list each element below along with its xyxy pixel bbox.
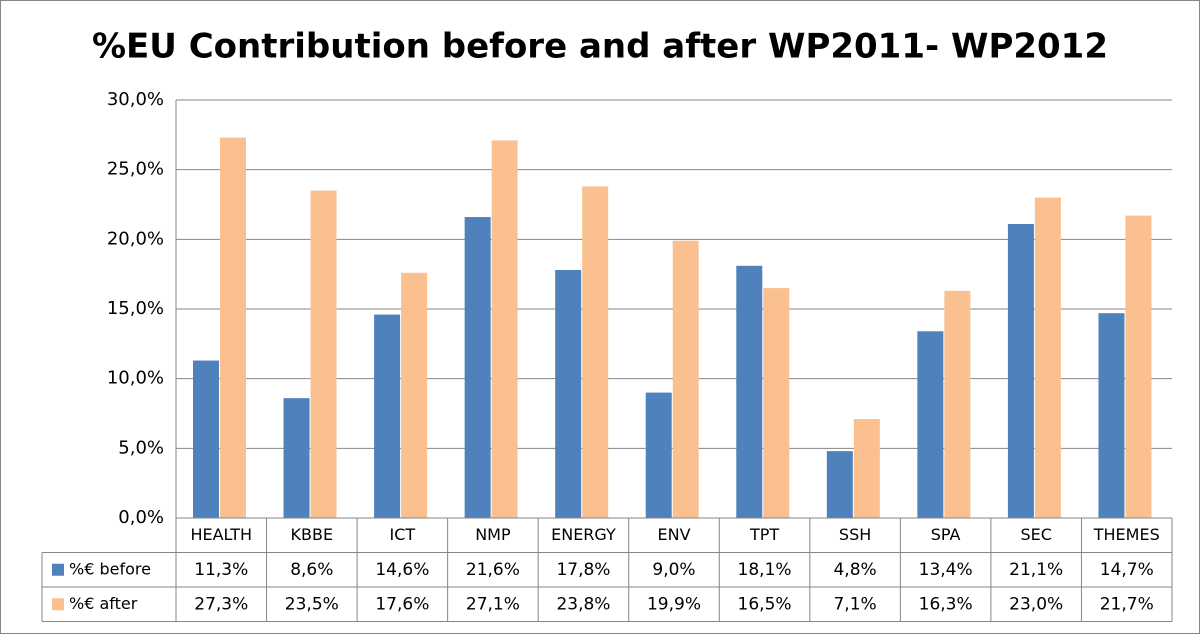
bar [555, 269, 582, 518]
table-value: 23,8% [556, 594, 610, 614]
x-tick-label: SEC [1020, 525, 1051, 544]
table-value: 23,0% [1009, 594, 1063, 614]
table-value: 19,9% [647, 594, 701, 614]
x-tick-label: KBBE [291, 525, 334, 544]
bar [853, 419, 880, 518]
bar [1007, 224, 1034, 519]
chart-title: %EU Contribution before and after WP2011… [92, 27, 1108, 67]
x-tick-label: TPT [749, 525, 779, 544]
table-value: 8,6% [290, 560, 333, 580]
x-tick-label: HEALTH [190, 525, 252, 544]
bar [1098, 313, 1125, 518]
y-tick-label: 25,0% [107, 159, 164, 180]
bar [401, 272, 428, 518]
table-value: 16,3% [919, 594, 973, 614]
bar [582, 186, 609, 519]
bar [193, 360, 219, 518]
table-value: 11,3% [194, 560, 248, 580]
bar [1125, 215, 1152, 518]
table-value: 14,7% [1100, 560, 1154, 580]
y-tick-label: 0,0% [118, 507, 164, 528]
bar [374, 314, 401, 518]
x-tick-label: NMP [475, 525, 511, 544]
bar [310, 190, 337, 519]
table-value: 23,5% [285, 594, 339, 614]
legend-label: %€ before [69, 559, 151, 578]
bar [736, 265, 763, 518]
table-value: 9,0% [652, 560, 695, 580]
x-tick-label: SPA [931, 525, 961, 544]
y-tick-label: 30,0% [107, 89, 164, 110]
table-value: 17,6% [375, 594, 429, 614]
table-value: 18,1% [738, 560, 792, 580]
table-value: 27,3% [194, 594, 248, 614]
x-tick-label: THEMES [1093, 525, 1160, 544]
bar [917, 331, 944, 518]
x-tick-label: ENERGY [551, 525, 616, 544]
bar [645, 392, 672, 518]
table-value: 21,6% [466, 560, 520, 580]
bar [220, 137, 246, 518]
y-tick-label: 20,0% [107, 228, 164, 249]
table-value: 21,7% [1100, 594, 1154, 614]
table-value: 13,4% [919, 560, 973, 580]
table-value: 4,8% [833, 560, 876, 580]
bar [1034, 197, 1061, 519]
table-value: 21,1% [1009, 560, 1063, 580]
legend-swatch [52, 563, 64, 576]
y-tick-label: 5,0% [118, 437, 164, 458]
table-value: 17,8% [556, 560, 610, 580]
table-value: 16,5% [738, 594, 792, 614]
bar [763, 288, 790, 518]
table-value: 14,6% [375, 560, 429, 580]
bar [491, 140, 518, 518]
y-tick-label: 10,0% [107, 368, 164, 389]
x-tick-label: ENV [657, 525, 690, 544]
bar [944, 290, 971, 518]
bar [826, 451, 853, 518]
x-tick-label: ICT [390, 525, 416, 544]
legend-swatch [52, 598, 64, 611]
bar [283, 398, 310, 518]
table-value: 27,1% [466, 594, 520, 614]
bar [672, 240, 699, 518]
y-tick-label: 15,0% [107, 298, 164, 319]
legend-label: %€ after [69, 594, 138, 613]
bar [464, 217, 491, 519]
x-tick-label: SSH [839, 525, 871, 544]
table-value: 7,1% [833, 594, 876, 614]
